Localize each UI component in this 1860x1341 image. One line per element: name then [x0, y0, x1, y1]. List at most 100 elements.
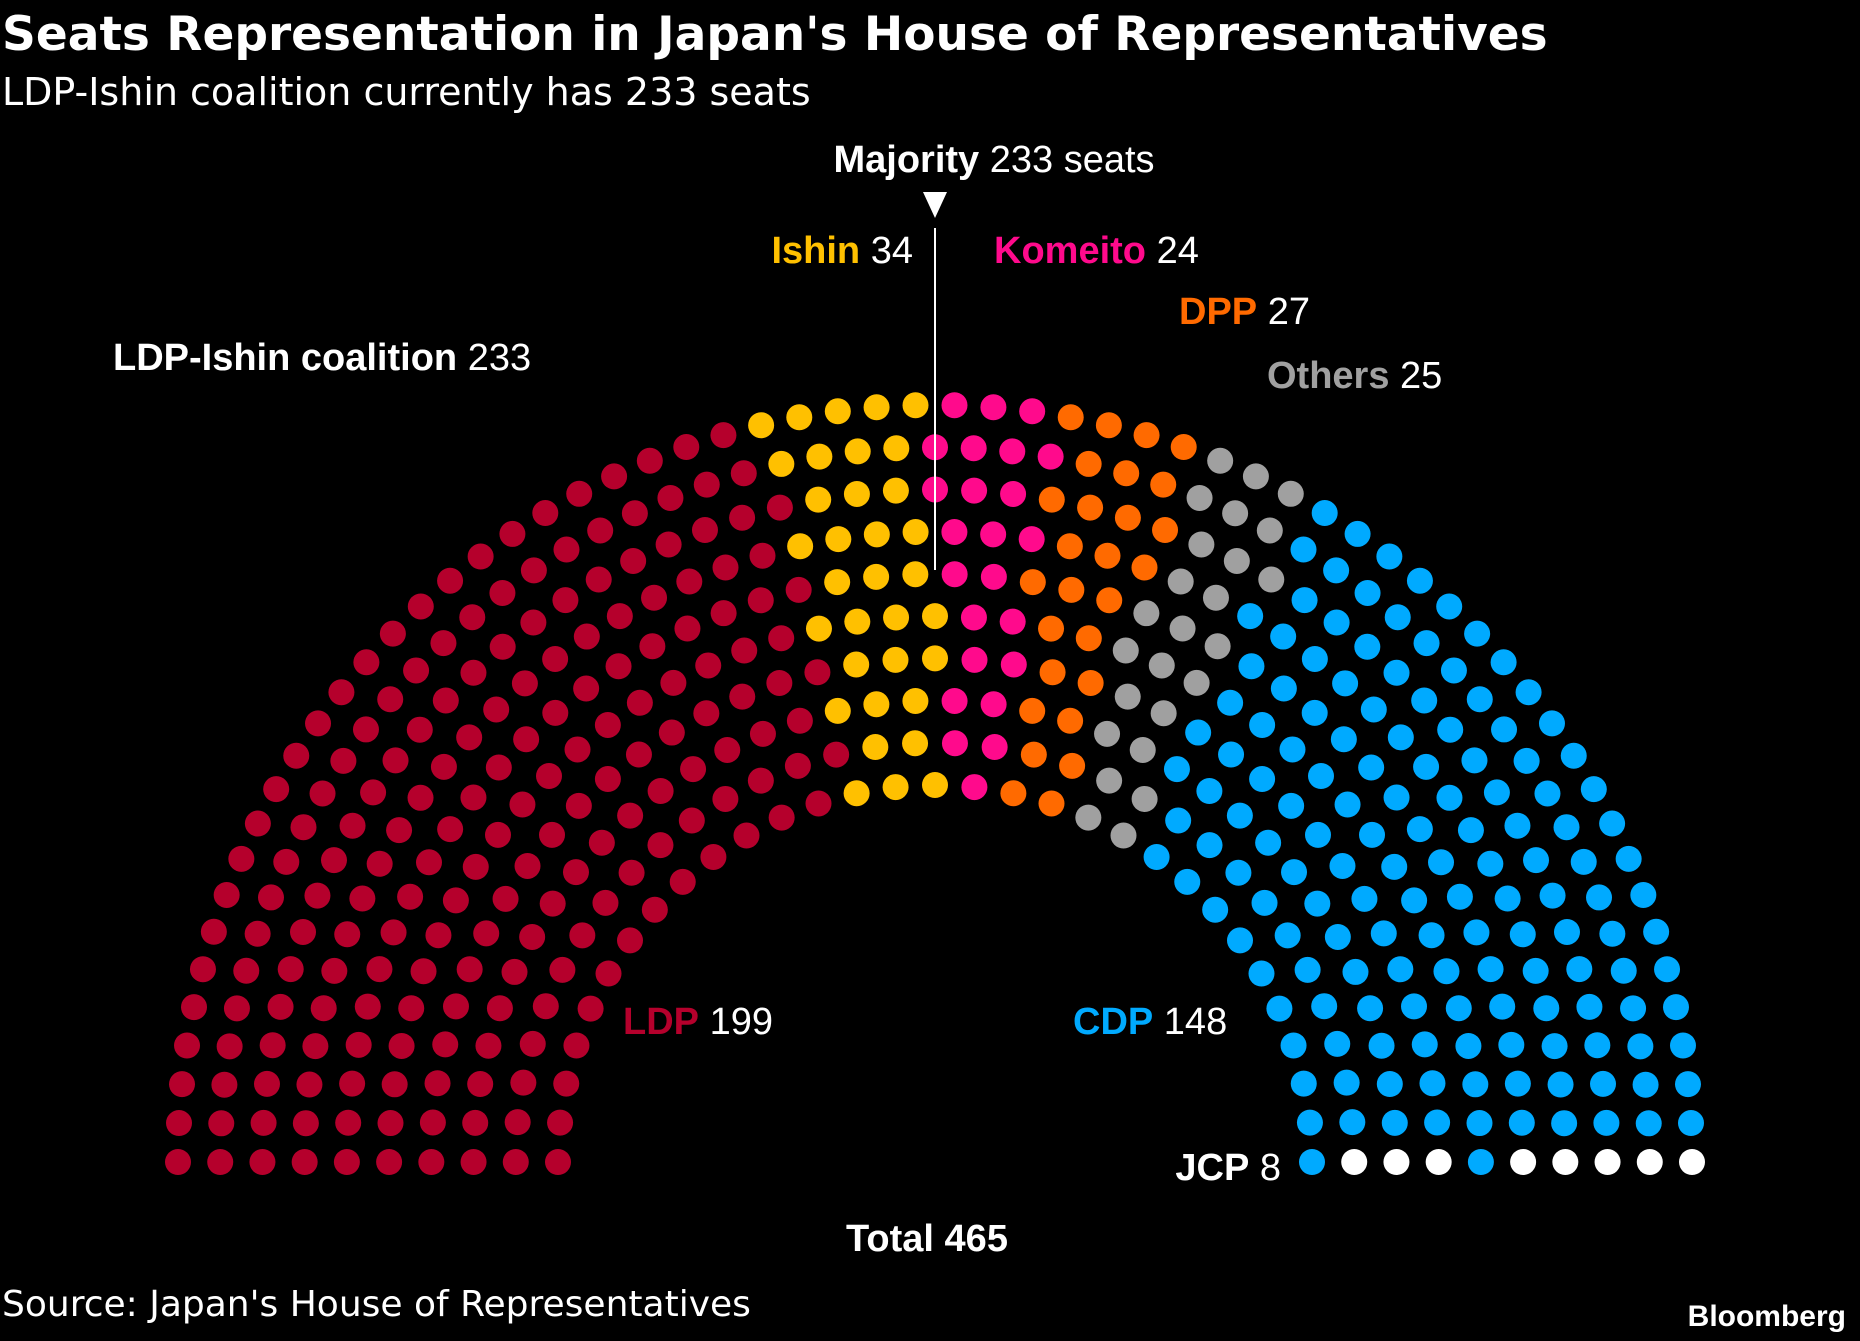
seat [381, 1071, 408, 1098]
seat [1324, 923, 1351, 950]
seat [1466, 686, 1493, 713]
seat [639, 633, 666, 660]
seat [1170, 434, 1197, 461]
seat [784, 752, 811, 779]
seat [1196, 832, 1223, 859]
seat [1020, 741, 1047, 768]
seat [1677, 1110, 1704, 1137]
seat [863, 691, 890, 718]
seat [961, 477, 988, 504]
seat [1329, 852, 1356, 879]
seat [437, 816, 464, 843]
chart-title: Seats Representation in Japan's House of… [2, 7, 1548, 62]
seat [398, 995, 425, 1022]
seat [1311, 500, 1338, 527]
seat [1000, 651, 1027, 678]
seat [1152, 517, 1179, 544]
seat [1504, 812, 1531, 839]
party-label: Komeito 24 [994, 230, 1199, 272]
seat [1419, 1070, 1446, 1097]
seat [273, 848, 300, 875]
seat [510, 1069, 537, 1096]
seat [862, 734, 889, 761]
seat [980, 563, 1007, 590]
seat [296, 1071, 323, 1098]
seat [290, 814, 317, 841]
seat [941, 730, 968, 757]
seat [1225, 859, 1252, 886]
coalition-label: LDP-Ishin coalition 233 [113, 337, 531, 379]
seat [1504, 1070, 1531, 1097]
seat [169, 1071, 196, 1098]
seat [1222, 500, 1249, 527]
seat [806, 443, 833, 470]
seat [1354, 579, 1381, 606]
seat [625, 741, 652, 768]
seat [1057, 707, 1084, 734]
total-value: 465 [945, 1218, 1008, 1260]
seat [883, 435, 910, 462]
seat [1038, 486, 1065, 513]
seat [1411, 1031, 1438, 1058]
seat [267, 993, 294, 1020]
seat [768, 804, 795, 831]
seat [730, 460, 757, 487]
seat [1376, 1071, 1403, 1098]
seat [1428, 849, 1455, 876]
seat [456, 956, 483, 983]
seat [618, 859, 645, 886]
seat [922, 603, 948, 630]
seat [1294, 956, 1321, 983]
seat [1019, 398, 1046, 425]
seat [1183, 669, 1210, 696]
party-name: Ishin [771, 230, 860, 272]
seat [1643, 918, 1670, 945]
seat [462, 1109, 489, 1136]
party-seats: 24 [1157, 230, 1199, 272]
seat [1515, 679, 1542, 706]
seat [1669, 1032, 1696, 1059]
seat [1094, 542, 1121, 569]
seat [1351, 885, 1378, 912]
seat [1357, 995, 1384, 1022]
party-label: JCP 8 [1175, 1147, 1281, 1189]
seat [1339, 1109, 1366, 1136]
seat [1513, 747, 1540, 774]
seat [1635, 1110, 1662, 1137]
seat [302, 1033, 329, 1060]
seat [539, 821, 566, 848]
seat [1110, 822, 1137, 849]
seat [636, 447, 663, 474]
seat [432, 687, 459, 714]
seat [424, 1070, 451, 1097]
seat [902, 392, 929, 419]
seat [545, 1149, 571, 1175]
seat [863, 521, 890, 548]
party-label: CDP 148 [1073, 1001, 1227, 1043]
seat [882, 774, 909, 801]
seat [386, 817, 413, 844]
seat [1278, 792, 1305, 819]
seat [1196, 778, 1223, 804]
seat [1274, 922, 1301, 949]
seat [376, 1149, 403, 1175]
seat [292, 1110, 319, 1137]
seat [377, 1110, 404, 1137]
seat [980, 521, 1007, 548]
seat [1133, 422, 1160, 449]
seat [366, 956, 393, 983]
seat [233, 957, 260, 984]
seat [1491, 716, 1518, 743]
seat [1599, 920, 1626, 947]
seat [1534, 780, 1561, 807]
seat [1301, 645, 1328, 672]
seat [695, 652, 722, 679]
seat [1096, 587, 1123, 614]
seat [1226, 802, 1253, 829]
seat [377, 686, 404, 713]
seat [805, 615, 832, 642]
seat [617, 927, 644, 954]
seat [1632, 1071, 1659, 1098]
seat [1256, 517, 1283, 544]
seat [786, 707, 813, 734]
